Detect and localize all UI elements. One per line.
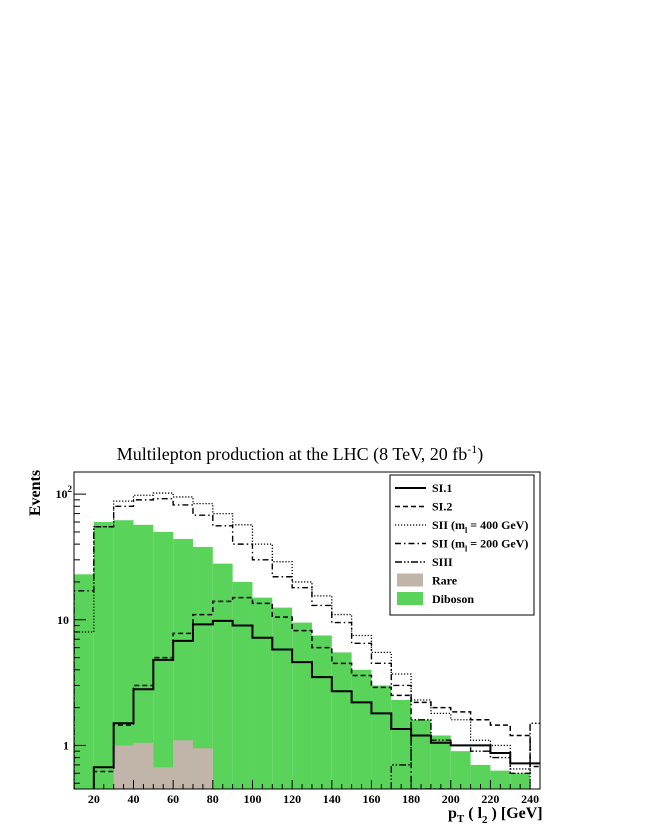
legend-entry-sub: l (465, 526, 468, 535)
x-tick-label: 180 (402, 792, 420, 806)
x-tick-label: 160 (362, 792, 380, 806)
rare-bar (113, 745, 134, 789)
legend-entry-label: SII (ml = 200 GeV) (432, 537, 528, 554)
x-axis-label-sub2: 2 (482, 814, 488, 826)
rare-bar (192, 748, 213, 789)
diboson-bar (331, 652, 352, 789)
legend-entry-name: Rare (432, 574, 458, 588)
chart-title-suffix: ) (477, 444, 483, 465)
diboson-bar (391, 699, 412, 789)
diboson-bar (192, 546, 213, 789)
diboson-bar (232, 581, 253, 789)
diboson-bar (93, 522, 114, 789)
x-tick-label: 240 (521, 792, 539, 806)
x-axis-label-end: ) [GeV] (488, 805, 543, 822)
x-axis-label-main: p (448, 805, 457, 822)
legend-entry-suffix: = 400 GeV) (467, 518, 528, 532)
y-tick-label-base: 1 (63, 738, 69, 752)
chart-title: Multilepton production at the LHC (8 TeV… (117, 442, 484, 465)
legend-entry-name: SI.2 (432, 500, 452, 514)
diboson-bar (173, 538, 193, 789)
rare-bar (133, 742, 154, 789)
x-tick-label: 140 (323, 792, 341, 806)
diboson-bar (212, 563, 233, 789)
diboson-bar (450, 751, 471, 789)
legend-entry-sub: l (465, 545, 468, 554)
diboson-bar (470, 764, 491, 789)
legend-entry-name: SIII (432, 555, 453, 569)
x-tick-label: 120 (283, 792, 301, 806)
legend-box-swatch (397, 592, 423, 605)
y-tick-label-sup: 2 (68, 484, 73, 494)
y-tick-label: 102 (56, 484, 73, 501)
legend-entry-suffix: = 200 GeV) (467, 537, 528, 551)
diboson-bar (252, 597, 273, 789)
x-tick-label: 40 (127, 792, 139, 806)
diboson-bar (113, 520, 134, 789)
legend-entry-name: Diboson (432, 592, 474, 606)
y-tick-label-base: 10 (56, 487, 68, 501)
x-tick-label: 80 (207, 792, 219, 806)
series-line-2 (74, 492, 531, 789)
chart-title-superscript: -1 (467, 442, 477, 456)
diboson-bar (411, 719, 431, 789)
y-tick-label-base: 10 (57, 613, 69, 627)
diboson-bar (74, 574, 94, 789)
x-axis-label-sub1: T (457, 813, 465, 825)
legend-box (389, 474, 535, 616)
x-axis-label: pT ( l2 ) [GeV] (448, 805, 543, 826)
plot-frame (73, 471, 541, 790)
legend-entry-label: SI.2 (432, 500, 452, 514)
legend-entry-name: SII (m (432, 537, 465, 551)
diboson-bar (272, 607, 293, 789)
x-axis-label-mid: ( l (464, 805, 482, 822)
diboson-bar (510, 773, 531, 789)
chart-title-main: Multilepton production at the LHC (8 TeV… (117, 444, 468, 465)
legend-entry-label: SIII (432, 555, 453, 569)
legend-entry-label: SI.1 (432, 481, 452, 495)
legend-entry-name: SI.1 (432, 481, 452, 495)
plot-contents (74, 492, 540, 789)
legend-entry-label: Rare (432, 574, 458, 588)
x-tick-label: 200 (442, 792, 460, 806)
x-tick-label: 220 (481, 792, 499, 806)
series-line-1 (93, 596, 540, 789)
diboson-bar (311, 635, 332, 789)
legend-entry-label: SII (ml = 400 GeV) (432, 518, 528, 535)
legend-entry-label: Diboson (432, 592, 474, 606)
legend-box-swatch (397, 573, 423, 587)
y-tick-label: 10 (57, 613, 69, 627)
diboson-bar (133, 524, 154, 789)
x-tick-label: 20 (88, 792, 100, 806)
y-axis-label: Events (27, 470, 44, 516)
series-line-4 (390, 719, 540, 789)
diboson-bar (292, 622, 312, 789)
series-line-3 (74, 497, 451, 789)
diboson-bar (351, 669, 372, 789)
rare-bar (173, 740, 193, 789)
legend-entry-name: SII (m (432, 518, 465, 532)
diboson-bar (490, 770, 511, 789)
y-tick-label: 1 (63, 738, 69, 752)
diboson-bar (371, 685, 392, 789)
diboson-bar (430, 735, 451, 789)
x-tick-label: 60 (167, 792, 179, 806)
x-tick-label: 100 (243, 792, 261, 806)
rare-bar (153, 767, 174, 789)
